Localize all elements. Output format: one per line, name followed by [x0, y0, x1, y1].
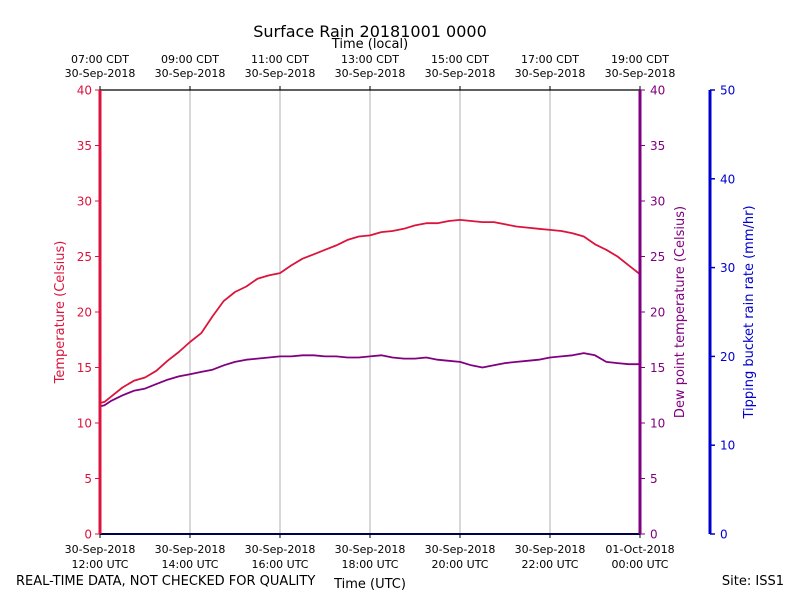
top-tick-time-0: 07:00 CDT	[71, 53, 129, 66]
series-line-temperature	[99, 218, 641, 404]
bottom-tick-date-5: 30-Sep-2018	[515, 543, 586, 556]
series-line-dewpoint	[99, 352, 640, 408]
rain-rate-axis-label: Tipping bucket rain rate (mm/hr)	[742, 205, 757, 419]
temperature-tick-label-7: 35	[77, 139, 92, 153]
top-tick-date-1: 30-Sep-2018	[155, 67, 226, 80]
dewpoint-tick-label-7: 35	[650, 139, 665, 153]
x-axis-label: Time (UTC)	[333, 577, 406, 592]
rain-tick-label-5: 50	[720, 84, 735, 98]
temperature-axis-label: Temperature (Celsius)	[53, 241, 68, 385]
quality-disclaimer: REAL-TIME DATA, NOT CHECKED FOR QUALITY	[16, 574, 316, 589]
bottom-tick-date-6: 01-Oct-2018	[605, 543, 674, 556]
dewpoint-tick-label-1: 5	[650, 472, 658, 486]
top-tick-time-1: 09:00 CDT	[161, 53, 219, 66]
site-label: Site: ISS1	[721, 574, 784, 589]
rain-tick-label-4: 40	[720, 172, 735, 186]
rain-tick-label-3: 30	[720, 261, 735, 275]
temperature-tick-label-4: 20	[77, 306, 92, 320]
bottom-tick-time-2: 16:00 UTC	[251, 558, 308, 571]
bottom-tick-time-6: 00:00 UTC	[611, 558, 668, 571]
bottom-tick-date-4: 30-Sep-2018	[425, 543, 496, 556]
temperature-tick-label-6: 30	[77, 195, 92, 209]
bottom-tick-date-0: 30-Sep-2018	[65, 543, 136, 556]
bottom-tick-date-3: 30-Sep-2018	[335, 543, 406, 556]
bottom-tick-time-5: 22:00 UTC	[521, 558, 578, 571]
dewpoint-tick-label-4: 20	[650, 306, 665, 320]
dewpoint-tick-label-6: 30	[650, 195, 665, 209]
top-tick-date-0: 30-Sep-2018	[65, 67, 136, 80]
dewpoint-tick-label-3: 15	[650, 361, 665, 375]
rain-tick-label-0: 0	[720, 528, 728, 542]
bottom-tick-date-2: 30-Sep-2018	[245, 543, 316, 556]
temperature-tick-label-3: 15	[77, 361, 92, 375]
dewpoint-tick-label-0: 0	[650, 528, 658, 542]
dewpoint-tick-label-8: 40	[650, 84, 665, 98]
bottom-tick-time-0: 12:00 UTC	[71, 558, 128, 571]
grid-lines	[189, 90, 551, 534]
bottom-tick-time-3: 18:00 UTC	[341, 558, 398, 571]
top-axis-label: Time (local)	[331, 37, 408, 52]
bottom-tick-time-1: 14:00 UTC	[161, 558, 218, 571]
top-tick-date-5: 30-Sep-2018	[515, 67, 586, 80]
axes-layer: 0 5 10 15 20 25 30 35 40 0 5 10 15 20 25 30 35 40 0 10 20 30 4…	[65, 53, 736, 571]
top-tick-date-4: 30-Sep-2018	[425, 67, 496, 80]
chart-title: Surface Rain 20181001 0000	[253, 22, 487, 41]
top-tick-date-6: 30-Sep-2018	[605, 67, 676, 80]
top-tick-time-6: 19:00 CDT	[611, 53, 669, 66]
temperature-tick-label-2: 10	[77, 417, 92, 431]
top-tick-time-5: 17:00 CDT	[521, 53, 579, 66]
dewpoint-axis-label: Dew point temperature (Celsius)	[673, 206, 688, 418]
top-tick-time-3: 13:00 CDT	[341, 53, 399, 66]
top-tick-time-2: 11:00 CDT	[251, 53, 309, 66]
bottom-tick-date-1: 30-Sep-2018	[155, 543, 226, 556]
rain-tick-label-2: 20	[720, 350, 735, 364]
dewpoint-tick-label-5: 25	[650, 250, 665, 264]
temperature-tick-label-8: 40	[77, 84, 92, 98]
top-tick-date-2: 30-Sep-2018	[245, 67, 316, 80]
top-tick-date-3: 30-Sep-2018	[335, 67, 406, 80]
bottom-tick-time-4: 20:00 UTC	[431, 558, 488, 571]
dewpoint-tick-label-2: 10	[650, 417, 665, 431]
temperature-tick-label-1: 5	[84, 472, 92, 486]
rain-tick-label-1: 10	[720, 439, 735, 453]
top-tick-time-4: 15:00 CDT	[431, 53, 489, 66]
temperature-tick-label-0: 0	[84, 528, 92, 542]
temperature-tick-label-5: 25	[77, 250, 92, 264]
